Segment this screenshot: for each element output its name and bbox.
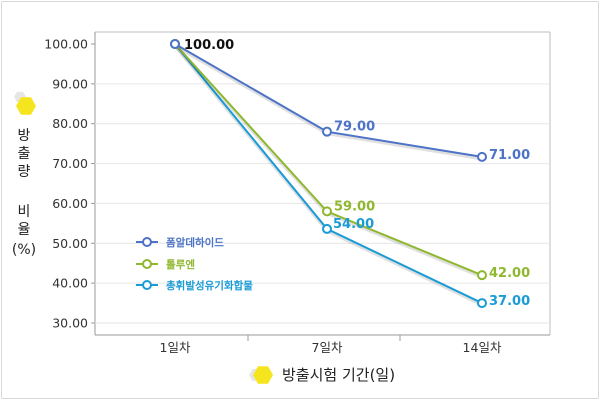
y-tick-label: 50.00 bbox=[52, 236, 88, 251]
data-point bbox=[322, 206, 332, 217]
y-tick-label: 90.00 bbox=[52, 76, 88, 91]
y-tick-label: 70.00 bbox=[52, 156, 88, 171]
data-point bbox=[322, 223, 332, 234]
data-label: 37.00 bbox=[489, 294, 530, 309]
legend-marker bbox=[142, 280, 152, 290]
y-tick-label: 100.00 bbox=[44, 37, 88, 52]
data-point bbox=[322, 126, 332, 137]
x-tick-label: 1일차 bbox=[160, 340, 191, 355]
data-label: 71.00 bbox=[489, 148, 530, 163]
y-tick-label: 80.00 bbox=[52, 116, 88, 131]
x-axis-title: 방출시험 기간(일) bbox=[282, 366, 396, 384]
series-shadow bbox=[173, 45, 483, 307]
data-label: 59.00 bbox=[334, 199, 375, 214]
legend-label: 폼알데하이드 bbox=[166, 236, 224, 249]
y-axis-title-char: 출 bbox=[17, 146, 31, 162]
y-tick-label: 60.00 bbox=[52, 196, 88, 211]
legend-marker bbox=[142, 259, 152, 269]
x-tick-label: 14일차 bbox=[463, 340, 502, 355]
y-axis-title-char: 방 bbox=[17, 128, 31, 144]
x-tick-label: 7일차 bbox=[312, 340, 343, 355]
legend-marker bbox=[142, 237, 152, 247]
data-label: 42.00 bbox=[489, 266, 530, 281]
data-point bbox=[477, 270, 487, 281]
series-line-3 bbox=[174, 43, 483, 304]
data-point bbox=[170, 39, 180, 49]
data-label: 100.00 bbox=[184, 38, 234, 53]
data-label: 79.00 bbox=[334, 120, 375, 135]
y-tick-label: 30.00 bbox=[52, 316, 88, 331]
y-axis-title-char: 량 bbox=[17, 164, 31, 180]
legend-label: 총휘발성유기화합물 bbox=[166, 279, 253, 292]
hexagon-icon bbox=[253, 366, 273, 384]
y-axis-title-char: (%) bbox=[11, 242, 37, 258]
y-axis-title-char: 율 bbox=[17, 222, 31, 238]
data-point bbox=[477, 151, 487, 162]
y-tick-label: 40.00 bbox=[52, 276, 88, 291]
data-point bbox=[477, 298, 487, 309]
data-label: 54.00 bbox=[333, 217, 374, 232]
y-axis-title-char: 비 bbox=[17, 204, 31, 220]
hexagon-icon bbox=[16, 97, 36, 115]
legend-label: 톨루엔 bbox=[166, 258, 195, 271]
